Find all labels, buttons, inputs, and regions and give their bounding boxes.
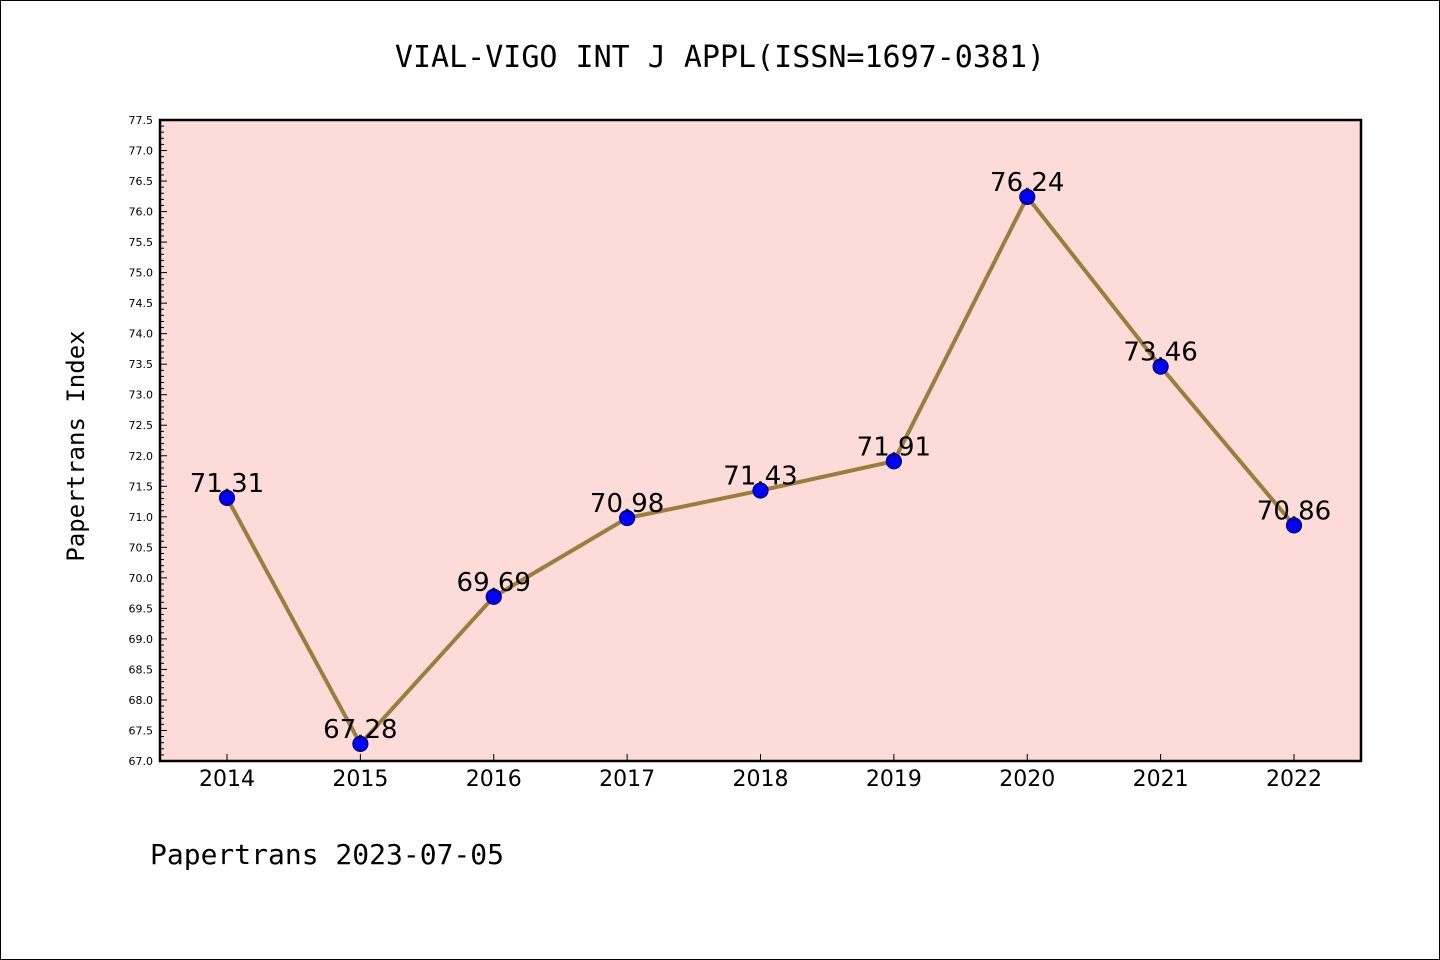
y-tick-label: 70.5 [129, 541, 154, 554]
x-tick-label: 2021 [1133, 767, 1189, 792]
x-tick-label: 2016 [466, 767, 522, 792]
x-tick-label: 2017 [599, 767, 655, 792]
x-tick-label: 2022 [1266, 767, 1322, 792]
x-tick-label: 2015 [332, 767, 388, 792]
series-markers [218, 188, 1303, 753]
data-label-2022: 70.86 [1257, 496, 1331, 526]
data-label-2015: 67.28 [323, 715, 397, 745]
data-point-2020 [1019, 188, 1036, 206]
y-tick-label: 72.0 [129, 450, 154, 463]
y-tick-label: 67.0 [129, 755, 154, 768]
y-tick-label: 67.5 [129, 724, 154, 737]
x-tick-label: 2014 [199, 767, 255, 792]
plot-area [160, 120, 1361, 761]
data-point-2019 [885, 453, 902, 470]
data-label-2017: 70.98 [590, 489, 664, 519]
y-tick-label: 73.5 [129, 358, 154, 371]
y-tick-label: 74.5 [129, 297, 154, 310]
y-axis-ticks: 67.0 67.5 68.0 68.5 69.0 69.5 70.0 70.5 71.0 71.5… [129, 114, 167, 768]
y-tick-label: 75.5 [129, 236, 154, 249]
y-tick-label: 74.0 [129, 328, 154, 341]
y-tick-label: 77.0 [129, 145, 154, 158]
y-tick-label: 73.0 [129, 389, 154, 402]
data-label-2014: 71.31 [190, 469, 264, 499]
x-axis-ticks: 2014 2015 2016 2017 2018 2019 2020 2021 2022 [199, 754, 1322, 792]
footer-date: Papertrans 2023-07-05 [150, 838, 504, 871]
data-point-2018 [752, 482, 769, 499]
data-point-2017 [619, 509, 636, 527]
plot-border [158, 118, 1363, 763]
x-tick-label: 2019 [866, 767, 922, 792]
y-tick-label: 70.0 [129, 572, 154, 585]
data-label-2019: 71.91 [857, 432, 931, 462]
y-tick-label: 72.5 [129, 419, 154, 432]
data-point-2022 [1285, 517, 1303, 534]
y-tick-label: 77.5 [129, 114, 154, 127]
y-tick-label: 71.5 [129, 480, 154, 493]
y-tick-label: 75.0 [129, 267, 154, 280]
data-label-2021: 73.46 [1123, 338, 1197, 368]
y-axis-label: Papertrans Index [62, 330, 90, 561]
data-label-2016: 69.69 [457, 568, 531, 598]
x-tick-label: 2018 [733, 767, 789, 792]
y-tick-label: 71.0 [129, 511, 154, 524]
chart-title: VIAL-VIGO INT J APPL(ISSN=1697-0381) [395, 40, 1045, 75]
data-labels: 71.31 67.28 69.69 70.98 71.43 71.91 76.24 73.46… [190, 168, 1331, 745]
data-point-2014 [218, 489, 236, 506]
x-tick-label: 2020 [999, 767, 1055, 792]
data-label-2020: 76.24 [990, 168, 1064, 198]
y-tick-label: 69.5 [129, 602, 154, 615]
data-label-2018: 71.43 [723, 462, 797, 492]
y-tick-label: 68.5 [129, 663, 154, 676]
data-point-2015 [352, 735, 369, 753]
data-point-2016 [485, 588, 502, 605]
y-tick-label: 76.0 [129, 206, 154, 219]
y-tick-label: 69.0 [129, 633, 154, 646]
y-tick-label: 68.0 [129, 694, 154, 707]
data-point-2021 [1152, 358, 1169, 375]
y-tick-label: 76.5 [129, 175, 154, 188]
